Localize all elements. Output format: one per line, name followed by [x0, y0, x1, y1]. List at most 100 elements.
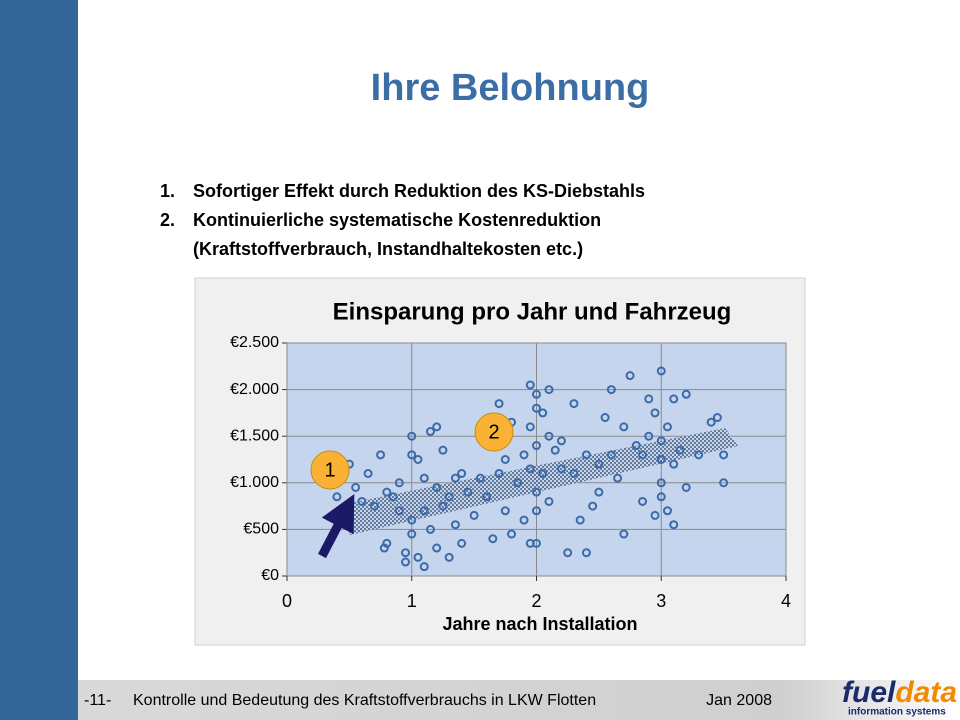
point: [432, 482, 442, 492]
point: [706, 417, 716, 427]
point: [532, 403, 541, 413]
logo: fueldata: [842, 676, 957, 709]
point: [719, 450, 729, 460]
x-tick-label: 1: [407, 591, 417, 611]
point: [631, 441, 641, 451]
point: [369, 501, 379, 511]
point: [712, 413, 722, 423]
point: [438, 445, 448, 455]
grid: €0 €500 €1.000 €1.500 €2.000 €2.500 0 1 2 3 4: [230, 334, 791, 611]
point: [438, 501, 448, 511]
point: [407, 529, 417, 539]
point: [401, 557, 411, 567]
point: [532, 487, 541, 497]
point: [556, 464, 566, 474]
footer-text: Kontrolle und Bedeutung des Kraftstoffve…: [133, 692, 596, 709]
point: [656, 436, 666, 446]
point: [419, 473, 429, 483]
arrow: [318, 494, 355, 559]
point: [563, 548, 573, 558]
point: [425, 427, 435, 437]
y-tick-label: €1.500: [230, 427, 279, 444]
point: [532, 506, 541, 516]
point: [532, 441, 541, 451]
point: [619, 529, 629, 539]
point: [606, 385, 616, 395]
y-tick-label: €0: [261, 567, 279, 584]
point: [544, 385, 554, 395]
points: [332, 366, 729, 572]
point: [394, 506, 404, 516]
point: [669, 520, 679, 530]
annotation-circle: [474, 412, 514, 452]
point: [525, 380, 535, 390]
footer-bar: [78, 680, 960, 720]
point: [407, 515, 417, 525]
point: [538, 408, 548, 418]
point: [606, 450, 616, 460]
point: [694, 450, 704, 460]
point: [613, 473, 623, 483]
point: [494, 468, 504, 478]
annotation: 2: [488, 421, 499, 443]
list-text: Sofortiger Effekt durch Reduktion des KS…: [193, 181, 645, 201]
point: [675, 445, 685, 455]
point: [532, 538, 541, 548]
side-bar: [0, 0, 78, 720]
point: [519, 515, 529, 525]
point: [556, 436, 566, 446]
point: [644, 394, 654, 404]
point: [432, 543, 442, 553]
x-tick-label: 0: [282, 591, 292, 611]
point: [463, 487, 473, 497]
point: [444, 552, 454, 562]
point: [719, 478, 729, 488]
point: [488, 534, 498, 544]
point: [513, 478, 523, 488]
point: [388, 492, 398, 502]
point: [382, 538, 392, 548]
point: [413, 552, 423, 562]
annotation: 1: [324, 459, 335, 481]
point: [638, 450, 648, 460]
point: [681, 482, 691, 492]
point: [656, 455, 666, 464]
point: [457, 468, 467, 478]
bullet-list: 1. Sofortiger Effekt durch Reduktion des …: [160, 181, 645, 259]
point: [550, 445, 560, 455]
list-text: (Kraftstoffverbrauch, Instandhaltekosten…: [193, 239, 583, 259]
y-tick-label: €500: [243, 521, 279, 538]
point: [457, 538, 467, 548]
logo-tagline: information systems: [848, 707, 946, 718]
point: [482, 492, 492, 502]
point: [656, 492, 666, 502]
point: [669, 394, 679, 404]
logo-part: data: [895, 676, 957, 709]
point: [382, 487, 392, 497]
x-tick-label: 2: [531, 591, 541, 611]
point: [450, 473, 460, 483]
y-tick-label: €1.000: [230, 474, 279, 491]
annotation-circle: [310, 450, 350, 490]
x-axis-label: Jahre nach Installation: [442, 614, 637, 634]
point: [638, 496, 648, 506]
point: [619, 422, 629, 432]
point: [581, 450, 591, 460]
slide-title: Ihre Belohnung: [371, 67, 650, 109]
point: [569, 468, 579, 478]
point: [532, 389, 541, 399]
point: [538, 468, 548, 478]
logo-part: fuel: [842, 676, 896, 709]
footer-date: Jan 2008: [706, 692, 772, 709]
point: [625, 371, 635, 381]
point: [500, 506, 510, 516]
point: [351, 482, 361, 492]
point: [419, 562, 429, 572]
point: [544, 496, 554, 506]
point: [575, 515, 585, 525]
point: [662, 422, 672, 432]
point: [394, 478, 404, 488]
point: [525, 422, 535, 432]
point: [450, 520, 460, 530]
x-tick-label: 3: [656, 591, 666, 611]
